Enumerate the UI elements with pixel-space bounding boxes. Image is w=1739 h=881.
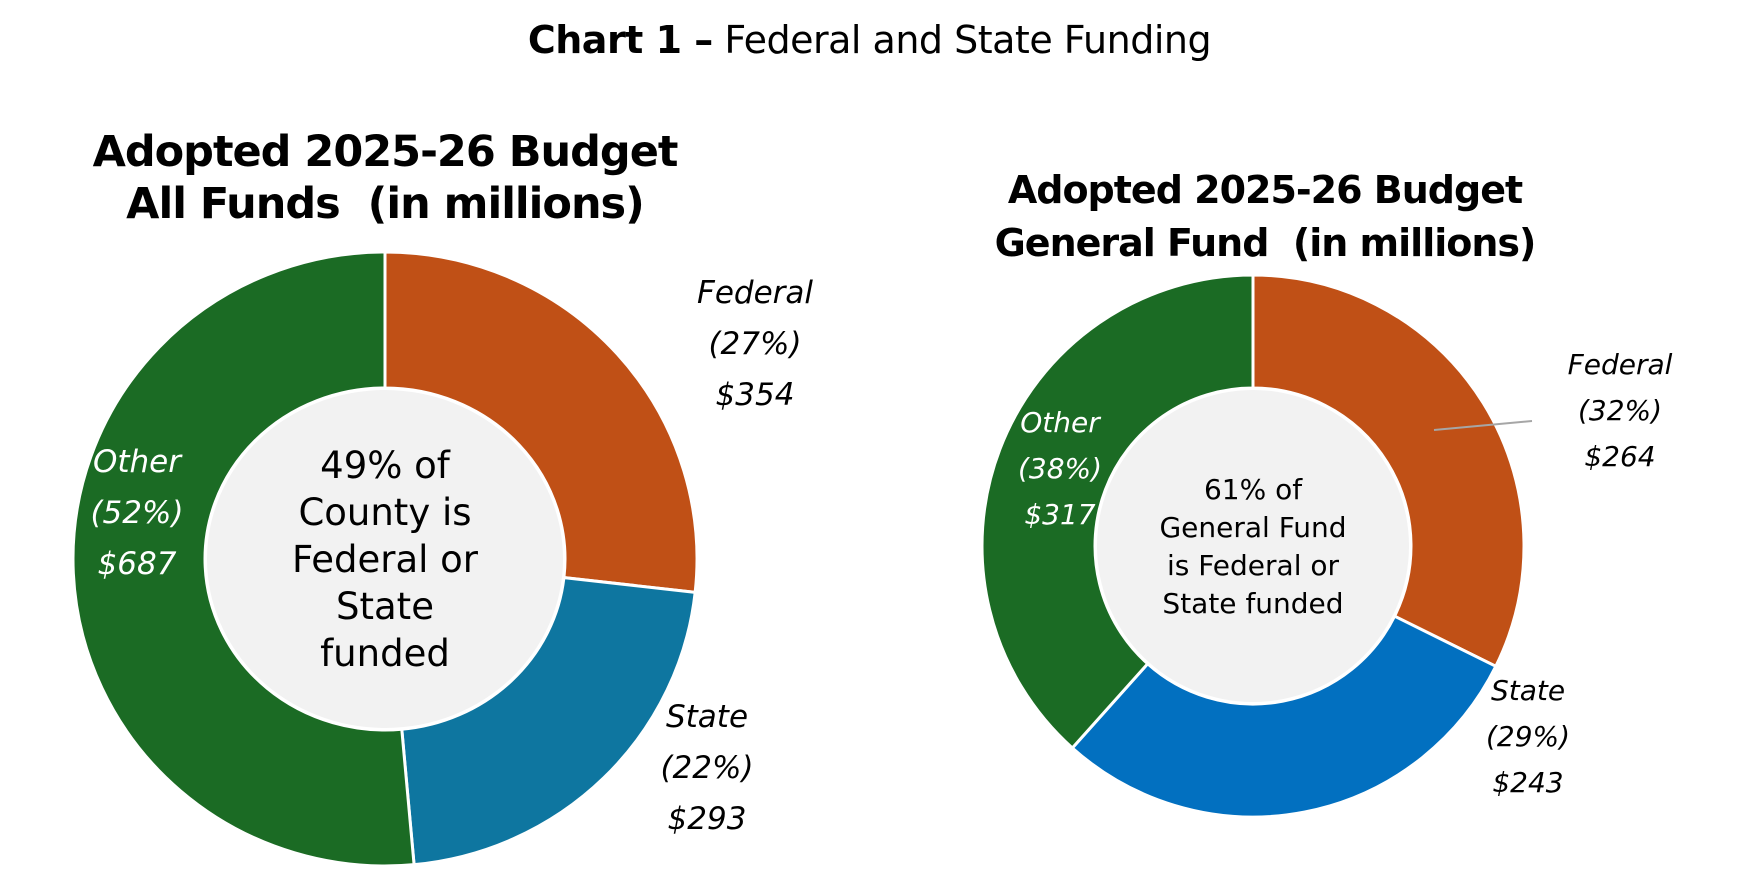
- slice-federal: [1251, 273, 1526, 669]
- center-text-line: State: [336, 585, 434, 628]
- center-text-line: Federal or: [292, 538, 479, 581]
- main-title-bold: Chart 1 –: [527, 18, 713, 62]
- slice-other: [980, 273, 1255, 751]
- all-funds-chart-title: Adopted 2025-26 Budget All Funds (in mil…: [70, 126, 700, 231]
- slice-state: [400, 575, 697, 867]
- main-title-rest: Federal and State Funding: [724, 18, 1212, 62]
- slice-value-label-federal: $264: [1584, 440, 1655, 473]
- slice-percent-label-federal: (27%): [708, 326, 801, 362]
- all-funds-title-line-1: Adopted 2025-26 Budget: [92, 127, 679, 177]
- all-funds-title-line-2: All Funds (in millions): [126, 179, 645, 230]
- slice-value-label-state: $243: [1492, 766, 1563, 799]
- general-fund-chart-title: Adopted 2025-26 Budget General Fund (in …: [960, 164, 1570, 270]
- slice-value-label-federal: $354: [716, 377, 795, 413]
- donut-center: [207, 390, 563, 728]
- slice-name-label-other: Other: [1020, 406, 1101, 439]
- slice-other: [71, 250, 416, 868]
- slice-name-label-federal: Federal: [697, 275, 813, 311]
- slice-value-label-state: $293: [668, 801, 747, 837]
- donut-center: [1097, 390, 1409, 702]
- center-text-line: is Federal or: [1167, 549, 1340, 582]
- slice-value-label-other: $317: [1024, 498, 1095, 531]
- center-text-line: County is: [298, 491, 471, 534]
- slice-state: [1070, 614, 1498, 819]
- center-text-line: 49% of: [320, 444, 451, 487]
- leader-line-federal: [1433, 420, 1533, 431]
- slice-name-label-other: Other: [93, 444, 183, 480]
- main-title: Chart 1 – Federal and State Funding: [0, 18, 1739, 62]
- general-fund-title-line-1: Adopted 2025-26 Budget: [1007, 168, 1523, 212]
- general-fund-title-line-2: General Fund (in millions): [994, 221, 1537, 266]
- slice-percent-label-federal: (32%): [1578, 394, 1662, 427]
- slice-percent-label-other: (52%): [90, 495, 183, 531]
- slice-value-label-other: $687: [98, 546, 177, 582]
- slice-percent-label-state: (29%): [1486, 720, 1570, 753]
- slice-name-label-state: State: [1491, 674, 1565, 707]
- center-text-line: State funded: [1162, 587, 1343, 620]
- center-text-line: funded: [320, 632, 450, 675]
- slice-name-label-state: State: [666, 699, 748, 735]
- slice-percent-label-other: (38%): [1018, 452, 1102, 485]
- slice-federal: [383, 250, 699, 595]
- slice-name-label-federal: Federal: [1568, 348, 1673, 381]
- slice-percent-label-state: (22%): [660, 750, 753, 786]
- general-fund-donut: 61% of General Fund is Federal or State fun…: [980, 273, 1673, 819]
- center-text-line: General Fund: [1159, 511, 1346, 544]
- center-text-line: 61% of: [1204, 473, 1303, 506]
